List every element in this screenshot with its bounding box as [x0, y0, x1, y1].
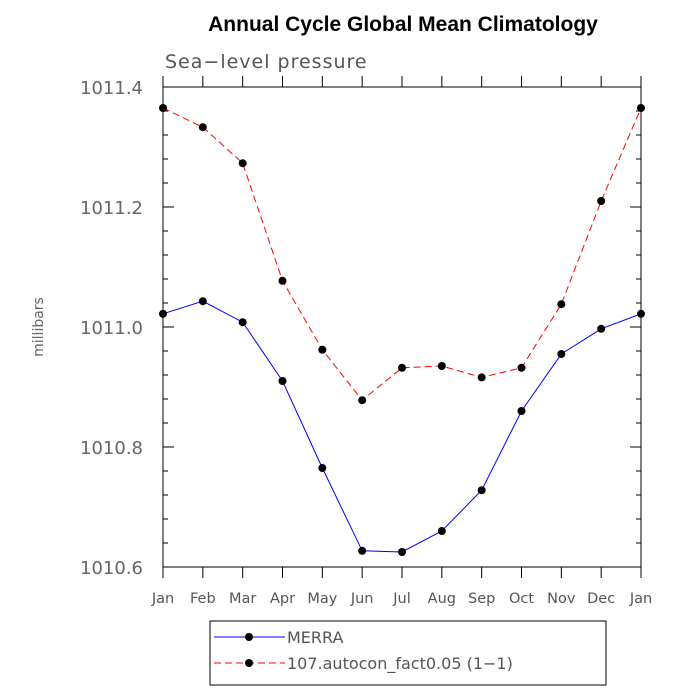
legend-label-2: 107.autocon_fact0.05 (1−1) — [287, 654, 513, 674]
series-line-2 — [162, 107, 642, 401]
x-tick-label: Jul — [392, 591, 411, 607]
y-tick-label: 1010.8 — [80, 438, 143, 459]
x-tick-label: Sep — [468, 591, 495, 607]
minor-ticks — [163, 110, 641, 544]
data-point-series-2 — [398, 363, 406, 372]
legend-label-1: MERRA — [287, 628, 344, 647]
data-point-series-1 — [477, 486, 486, 495]
y-tick-label: 1010.6 — [80, 558, 143, 579]
series-lines — [162, 107, 642, 553]
data-point-series-1 — [597, 324, 606, 333]
x-tick-label: Nov — [547, 591, 576, 607]
data-point-series-2 — [597, 197, 606, 205]
legend-box — [209, 620, 607, 686]
data-point-series-1 — [398, 548, 406, 556]
x-tick-label: Jun — [350, 591, 374, 607]
data-point-series-1 — [358, 546, 367, 555]
y-tick-labels: 1010.6 1010.8 1011.0 1011.2 1011.4 — [80, 78, 143, 579]
x-tick-label: Jan — [151, 591, 174, 607]
y-tick-label: 1011.4 — [80, 78, 143, 99]
chart-title: Annual Cycle Global Mean Climatology — [208, 13, 598, 36]
data-point-series-1 — [437, 527, 446, 535]
data-point-series-2 — [358, 396, 367, 405]
series-line-1 — [162, 300, 642, 553]
data-point-series-2 — [477, 373, 486, 382]
major-ticks — [162, 76, 642, 578]
legend-marker-1 — [245, 633, 253, 641]
x-tick-label: Jan — [629, 591, 652, 607]
data-point-series-1 — [278, 377, 287, 385]
x-tick-label: May — [307, 591, 337, 607]
data-point-series-1 — [517, 407, 526, 415]
series-points — [159, 104, 645, 556]
data-point-series-2 — [278, 276, 287, 285]
x-tick-label: Mar — [229, 591, 256, 607]
x-tick-label: Apr — [270, 591, 295, 607]
data-point-series-1 — [318, 464, 327, 472]
data-point-series-1 — [557, 350, 566, 358]
data-point-series-2 — [318, 345, 327, 354]
x-tick-label: Feb — [190, 591, 216, 607]
y-axis-label: millibars — [31, 297, 47, 357]
data-point-series-1 — [238, 318, 247, 327]
x-tick-label: Dec — [587, 591, 615, 607]
chart-subtitle: Sea−level pressure — [165, 51, 368, 73]
x-tick-label: Oct — [509, 591, 534, 607]
plot-frame — [162, 86, 642, 568]
legend-marker-2 — [245, 659, 253, 667]
data-point-series-2 — [238, 159, 247, 168]
data-point-series-1 — [198, 297, 207, 306]
legend: MERRA 107.autocon_fact0.05 (1−1) — [209, 620, 607, 686]
data-point-series-2 — [517, 363, 526, 372]
y-tick-label: 1011.2 — [80, 198, 143, 219]
data-point-series-2 — [437, 362, 446, 370]
y-tick-label: 1011.0 — [80, 318, 143, 339]
data-point-series-2 — [557, 300, 566, 309]
x-tick-labels: Jan Feb Mar Apr May Jun Jul Aug Sep Oct Nov Dec Jan — [151, 591, 652, 607]
data-point-series-2 — [198, 123, 207, 132]
x-tick-label: Aug — [428, 591, 456, 607]
